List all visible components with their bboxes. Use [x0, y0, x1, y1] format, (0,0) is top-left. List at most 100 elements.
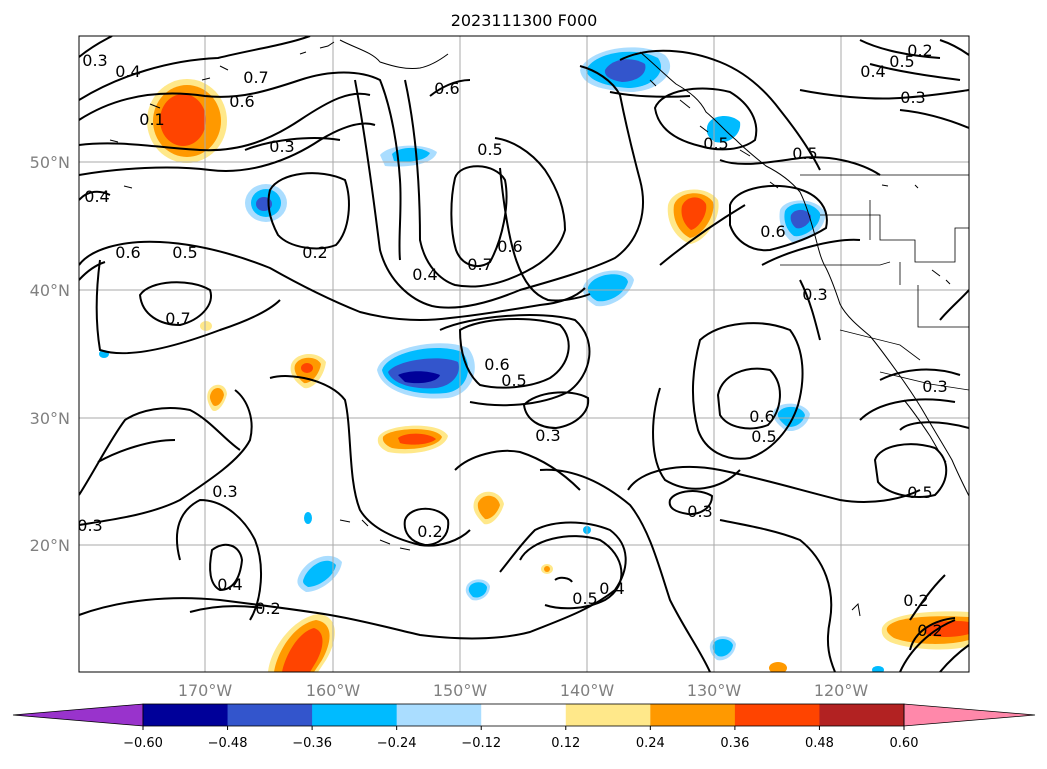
- contour-label: 0.5: [703, 134, 728, 153]
- cold-blob: [304, 512, 591, 534]
- warm-blob: [147, 79, 227, 163]
- longitude-labels: 170°W 160°W 150°W 140°W 130°W 120°W: [178, 681, 869, 700]
- lon-label: 160°W: [306, 681, 361, 700]
- map-frame: [78, 35, 970, 673]
- contour-label: 0.5: [907, 483, 932, 502]
- contour-label: 0.4: [217, 575, 242, 594]
- cold-blob: [709, 636, 736, 661]
- cold-blob: [245, 184, 287, 222]
- contour-label: 0.3: [269, 137, 294, 156]
- contour-label: 0.6: [497, 237, 522, 256]
- contour-label: 0.3: [212, 482, 237, 501]
- contour-label: 0.6: [749, 407, 774, 426]
- colorbar-tick-label: −0.48: [208, 736, 248, 751]
- cold-blob: [297, 555, 342, 592]
- colorbar-tick-label: −0.36: [292, 736, 332, 751]
- contour-label: 0.4: [860, 62, 885, 81]
- colorbar-extend-low: [12, 703, 144, 727]
- colorbar-tick-label: 0.48: [805, 736, 834, 751]
- colorbar-tick-label: −0.60: [123, 736, 163, 751]
- cold-blob: [377, 343, 475, 399]
- contour-label: 0.3: [900, 88, 925, 107]
- colorbar-tick-label: −0.12: [461, 736, 501, 751]
- contour-label: 0.2: [903, 591, 928, 610]
- contour-label: 0.6: [484, 355, 509, 374]
- warm-blob: [541, 564, 553, 574]
- contour-label: 0.2: [907, 41, 932, 60]
- colorbar-segment: [312, 704, 398, 726]
- cold-blob: [772, 403, 810, 432]
- contour-label: 0.3: [922, 377, 947, 396]
- warm-blob: [200, 321, 212, 331]
- lon-label: 170°W: [178, 681, 233, 700]
- contour-label: 0.7: [243, 68, 268, 87]
- lat-label: 40°N: [30, 281, 70, 300]
- contour-label: 0.4: [115, 62, 140, 81]
- colorbar-segment: [734, 704, 820, 726]
- colorbar-ticks: −0.60 −0.48 −0.36 −0.24 −0.12 0.12 0.24 0.36 0.4…: [123, 726, 918, 751]
- colorbar-segment: [650, 704, 736, 726]
- lon-label: 120°W: [814, 681, 869, 700]
- warm-blob: [377, 425, 448, 454]
- contour-label: 0.6: [760, 222, 785, 241]
- map-area: 0.3 0.4 0.7 0.6 0.1 0.3 0.6 0.5 0.5 0.4 …: [77, 36, 969, 672]
- contour-label: 0.5: [889, 52, 914, 71]
- lat-label: 20°N: [30, 536, 70, 555]
- lon-label: 130°W: [687, 681, 742, 700]
- colorbar-segments: [12, 703, 1036, 727]
- contour-labels: 0.3 0.4 0.7 0.6 0.1 0.3 0.6 0.5 0.5 0.4 …: [77, 41, 948, 640]
- cold-blob: [465, 579, 490, 601]
- lat-label: 30°N: [30, 409, 70, 428]
- contour-label: 0.6: [229, 92, 254, 111]
- warm-blob: [207, 384, 227, 412]
- contour-label: 0.5: [572, 589, 597, 608]
- warm-blob: [473, 491, 504, 525]
- contour-label: 0.4: [84, 187, 109, 206]
- political-borders: [780, 174, 969, 391]
- colorbar: −0.60 −0.48 −0.36 −0.24 −0.12 0.12 0.24 0.36 0.4…: [12, 703, 1036, 751]
- cold-blob: [582, 270, 634, 307]
- colorbar-tick-label: 0.60: [890, 736, 919, 751]
- contour-label: 0.6: [115, 243, 140, 262]
- colorbar-segment: [227, 704, 313, 726]
- contour-label: 0.7: [165, 309, 190, 328]
- coastlines: [109, 39, 969, 617]
- contour-label: 0.3: [535, 426, 560, 445]
- colorbar-frame: [142, 703, 905, 727]
- contour-label: 0.5: [172, 243, 197, 262]
- colorbar-segment: [481, 704, 567, 726]
- contour-label: 0.4: [412, 265, 437, 284]
- contour-label: 0.1: [139, 110, 164, 129]
- contour-lines: [79, 36, 969, 672]
- colorbar-segment: [565, 704, 651, 726]
- colorbar-tick-label: 0.36: [720, 736, 749, 751]
- colorbar-segment: [143, 704, 229, 726]
- contour-label: 0.7: [467, 255, 492, 274]
- contour-label: 0.3: [82, 51, 107, 70]
- colorbar-tick-label: 0.24: [636, 736, 665, 751]
- contour-label: 0.3: [77, 516, 102, 535]
- contour-label: 0.5: [477, 140, 502, 159]
- lon-label: 150°W: [433, 681, 488, 700]
- colorbar-tick-label: 0.12: [551, 736, 580, 751]
- contour-label: 0.5: [501, 371, 526, 390]
- contour-label: 0.3: [687, 502, 712, 521]
- contour-label: 0.5: [792, 144, 817, 163]
- contour-label: 0.6: [434, 79, 459, 98]
- contour-label: 0.3: [802, 285, 827, 304]
- warm-blob: [769, 662, 884, 672]
- latitude-labels: 50°N 40°N 30°N 20°N: [30, 153, 70, 555]
- colorbar-tick-label: −0.24: [377, 736, 417, 751]
- colorbar-segment: [396, 704, 482, 726]
- contour-label: 0.4: [599, 579, 624, 598]
- warm-blob: [268, 614, 335, 672]
- colorbar-segment: [819, 704, 905, 726]
- contour-label: 0.5: [751, 427, 776, 446]
- contour-label: 0.2: [417, 522, 442, 541]
- map-title: 2023111300 F000: [451, 11, 598, 30]
- lon-label: 140°W: [560, 681, 615, 700]
- contour-label: 0.2: [917, 621, 942, 640]
- colorbar-extend-high: [903, 703, 1036, 727]
